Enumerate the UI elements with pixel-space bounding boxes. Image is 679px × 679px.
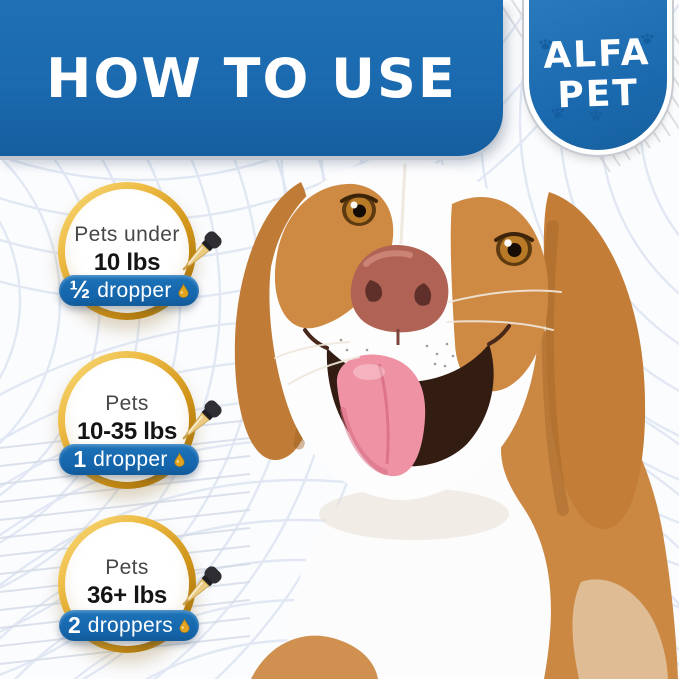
dog-left-eye: [340, 193, 378, 226]
brand-logo-badge: ALFA PET: [529, 0, 667, 150]
paw-print-icon: [551, 107, 565, 119]
audience-text: Pets: [105, 392, 149, 415]
oil-drop-icon: [179, 618, 190, 633]
dose-unit: droppers: [87, 613, 174, 637]
dog-right-eye: [494, 232, 534, 266]
weight-range: 10 lbs: [93, 249, 161, 276]
dog-photo: [234, 159, 678, 679]
dose-pill: 1 dropper: [59, 444, 199, 475]
page-title: HOW TO USE: [46, 46, 457, 110]
how-to-use-banner: HOW TO USE: [0, 0, 503, 156]
dose-unit: dropper: [97, 278, 172, 302]
paw-print-icon: [641, 33, 654, 44]
dosing-badge-large-pets: Pets 36+ lbs 2 droppers: [55, 515, 222, 667]
dose-unit: dropper: [93, 447, 168, 471]
audience-text: Pets under: [74, 223, 180, 246]
dose-amount: 1: [73, 446, 87, 472]
dose-amount: ½: [69, 276, 91, 304]
paw-print-icon: [590, 110, 603, 121]
dropper-icon: [182, 400, 222, 440]
oil-drop-icon: [174, 452, 185, 467]
dose-pill: 2 droppers: [59, 610, 199, 641]
dosing-badge-small-pets: Pets under 10 lbs ½ dropper: [55, 182, 222, 334]
audience-text: Pets: [105, 556, 149, 579]
dose-amount: 2: [67, 612, 81, 638]
dropper-icon: [182, 231, 222, 271]
oil-drop-icon: [178, 283, 189, 298]
dose-pill: ½ dropper: [59, 275, 199, 306]
dropper-icon: [182, 566, 222, 606]
brand-logo-text: ALFA PET: [539, 32, 654, 121]
weight-range: 10-35 lbs: [76, 418, 178, 445]
brand-name-line1: ALFA: [543, 32, 652, 77]
dosing-badge-medium-pets: Pets 10-35 lbs 1 dropper: [55, 351, 222, 503]
weight-range: 36+ lbs: [87, 582, 167, 609]
paw-print-icon: [539, 39, 552, 50]
